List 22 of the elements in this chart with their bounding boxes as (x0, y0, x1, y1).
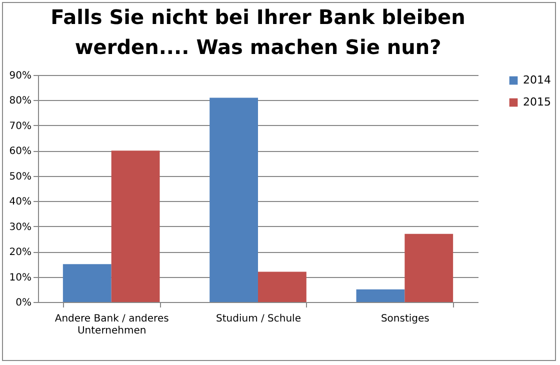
y-tick-label: 90% (9, 70, 32, 82)
y-tick-label: 60% (9, 146, 32, 158)
x-tick-label: Studium / Schule (216, 314, 301, 324)
legend-label: 2015 (523, 96, 551, 108)
bar (356, 289, 405, 302)
y-tick-label: 80% (9, 96, 32, 107)
y-tick-label: 40% (9, 196, 32, 208)
y-tick-label: 0% (16, 298, 32, 308)
bar (210, 98, 258, 302)
chart-title: Falls Sie nicht bei Ihrer Bank bleiben werden.... Was machen Sie nun? (50, 5, 466, 59)
y-tick-label: 70% (9, 120, 32, 132)
bar (111, 150, 160, 302)
x-tick-label: Sonstiges (380, 314, 430, 324)
legend-label: 2014 (523, 74, 551, 86)
y-tick-label: 30% (9, 222, 32, 233)
y-tick-label: 50% (9, 171, 32, 182)
bar (258, 272, 306, 302)
y-tick-label: 10% (9, 272, 32, 284)
bar (62, 264, 112, 302)
bar (404, 234, 454, 302)
x-tick-label: Andere Bank / anderes Unternehmen (54, 314, 169, 336)
y-tick-label: 20% (9, 247, 32, 258)
